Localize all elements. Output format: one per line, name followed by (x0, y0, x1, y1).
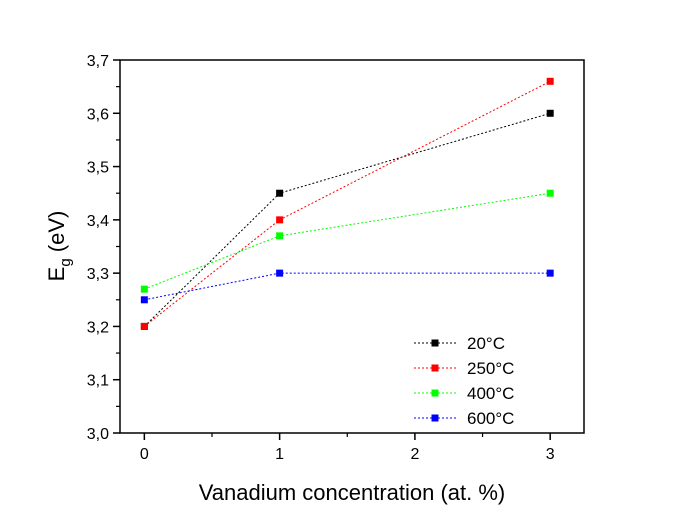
legend: 20°C 250°C 400°C 600°C (414, 334, 514, 428)
x-tick-label: 0 (140, 446, 149, 463)
y-axis-title: Eg (eV) (44, 211, 74, 282)
y-tick-label: 3,6 (87, 106, 109, 123)
legend-marker (431, 389, 439, 397)
data-point (546, 109, 554, 117)
tick-labels: 3,0 3,1 3,2 3,3 3,4 3,5 3,6 3,7 0 1 2 3 (87, 53, 555, 463)
y-tick-label: 3,2 (87, 319, 109, 336)
y-axis-title-subscript: g (57, 258, 74, 266)
legend-label: 400°C (467, 384, 514, 403)
legend-label: 20°C (467, 334, 505, 353)
x-tick-label: 3 (546, 446, 555, 463)
y-tick-label: 3,4 (87, 213, 109, 230)
series-line (144, 272, 551, 301)
data-point (276, 189, 284, 197)
tick-marks (113, 59, 551, 440)
data-point (546, 189, 554, 197)
legend-label: 250°C (467, 359, 514, 378)
y-axis-title-main: E (44, 267, 69, 282)
series-layer (140, 77, 554, 330)
legend-label: 600°C (467, 409, 514, 428)
data-point (140, 322, 148, 330)
x-tick-label: 2 (410, 446, 419, 463)
data-point (140, 285, 148, 293)
x-axis-title: Vanadium concentration (at. %) (199, 480, 506, 505)
legend-marker (431, 339, 439, 347)
data-point (546, 269, 554, 277)
series-line (144, 80, 551, 327)
y-tick-label: 3,3 (87, 266, 109, 283)
y-tick-label: 3,0 (87, 426, 109, 443)
y-tick-label: 3,1 (87, 373, 109, 390)
series-line (144, 192, 551, 290)
x-tick-label: 1 (275, 446, 284, 463)
legend-marker (431, 414, 439, 422)
data-point (276, 216, 284, 224)
data-point (276, 232, 284, 240)
legend-marker (431, 364, 439, 372)
data-point (546, 77, 554, 85)
y-tick-label: 3,7 (87, 53, 109, 70)
y-axis-title-unit: (eV) (44, 211, 69, 259)
y-tick-label: 3,5 (87, 160, 109, 177)
data-point (140, 296, 148, 304)
data-point (276, 269, 284, 277)
series-line (143, 112, 551, 327)
